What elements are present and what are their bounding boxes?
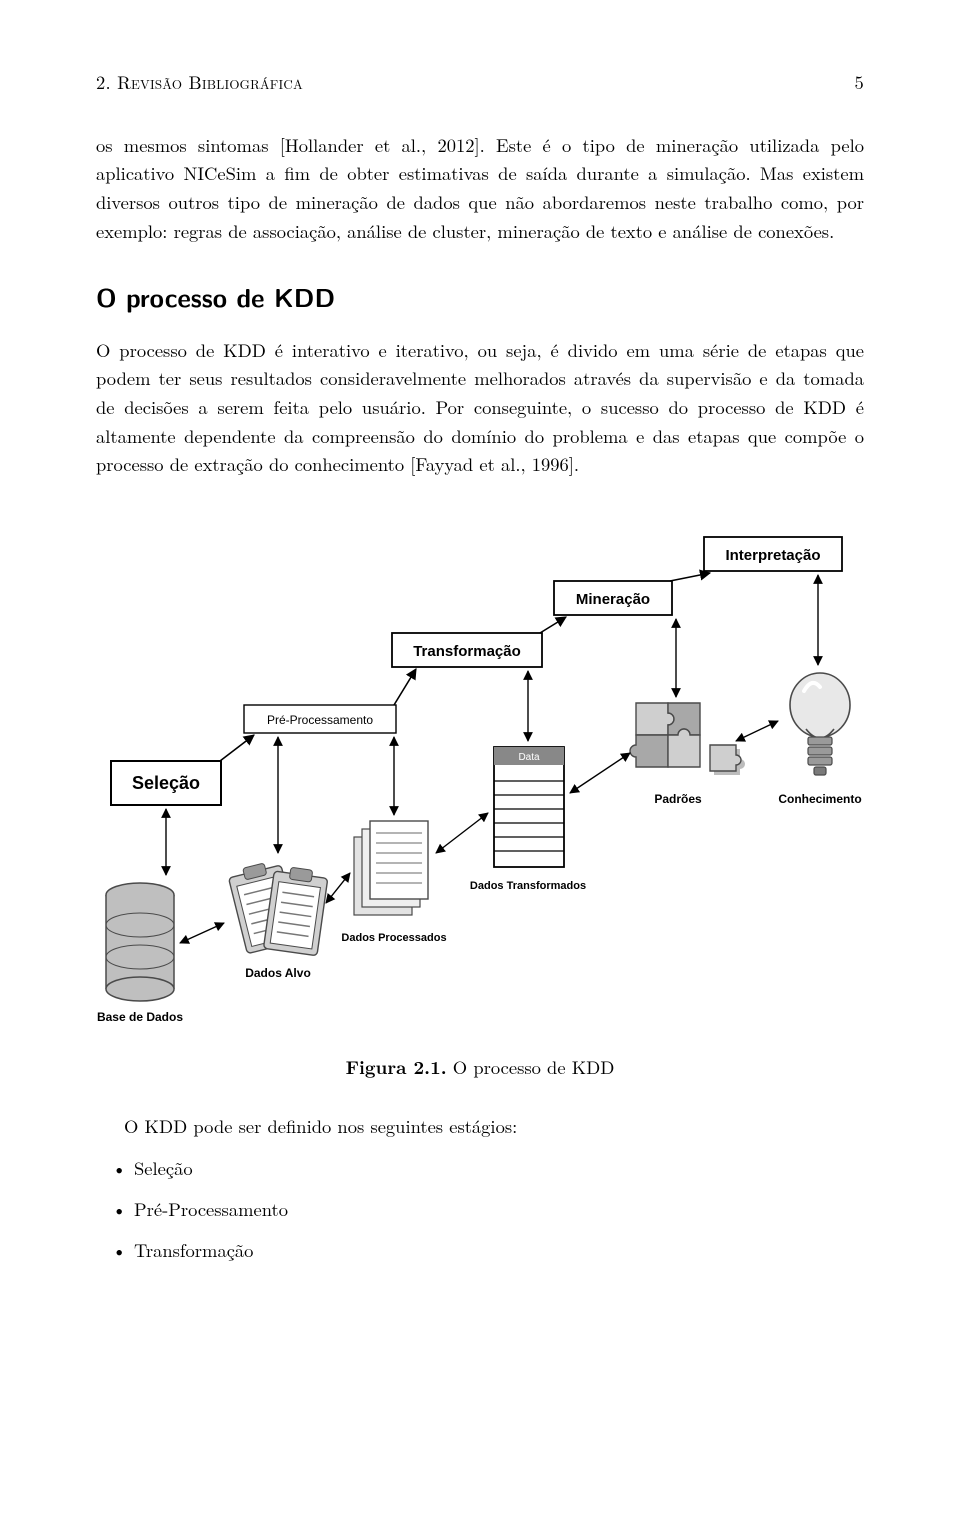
arrow-bidir [180,923,224,943]
arrow-bidir [570,753,630,793]
stages-list: Seleção Pré-Processamento Transformação [112,1154,864,1264]
arrow-bidir [736,721,778,741]
stage-box-mineracao: Mineração [554,581,672,615]
artifact-padroes-icon: Padrões [630,703,745,806]
paragraph-intro: os mesmos sintomas [Hollander et al., 20… [96,131,864,246]
artifact-dados-processados-icon: Dados Processados [341,821,446,944]
arrow-forward [540,617,566,633]
stage-box-transformacao: Transformação [392,633,542,667]
artifact-conhecimento-icon: Conhecimento [778,673,861,806]
figure-caption-label: Figura 2.1. [346,1054,447,1080]
artifact-label: Dados Processados [341,932,446,944]
artifact-label: Dados Alvo [245,966,311,980]
paragraph-kdd: O processo de KDD é interativo e iterati… [96,336,864,479]
artifact-database-icon: Base de Dados [97,883,183,1024]
stage-box-selecao: Seleção [111,761,221,805]
figure-caption-text: O processo de KDD [447,1054,615,1080]
arrow-forward [670,573,710,581]
arrow-forward [394,669,416,705]
arrow-bidir [326,873,350,903]
figure-kdd-process: Seleção Pré-Processamento Transformação … [96,503,864,1082]
running-header: 2. Revisão Bibliográfica 5 [96,68,864,97]
paragraph-stages-intro: O KDD pode ser definido nos seguintes es… [96,1112,864,1141]
artifact-label: Padrões [654,792,702,806]
stage-label: Mineração [576,591,650,608]
stage-box-interpretacao: Interpretação [704,537,842,571]
arrow-bidir [436,813,488,853]
stage-label: Pré-Processamento [267,713,373,727]
arrow-forward [220,735,254,761]
kdd-diagram: Seleção Pré-Processamento Transformação … [96,503,866,1033]
stage-box-preproc: Pré-Processamento [244,705,396,733]
artifact-label: Dados Transformados [470,880,586,892]
artifact-label: Base de Dados [97,1010,183,1024]
artifact-label: Conhecimento [778,792,861,806]
stage-label: Interpretação [725,547,820,564]
list-item: Pré-Processamento [112,1195,864,1224]
figure-caption: Figura 2.1. O processo de KDD [96,1053,864,1082]
artifact-dados-transformados-icon: Data Dados Transformados [470,747,586,892]
stage-label: Seleção [132,773,200,793]
artifact-dados-alvo-icon: Dados Alvo [227,859,329,980]
list-item: Transformação [112,1236,864,1265]
page-number: 5 [855,68,864,97]
list-item: Seleção [112,1154,864,1183]
chapter-title: 2. Revisão Bibliográfica [96,68,303,97]
stage-label: Transformação [413,643,521,660]
artifact-inner-label: Data [518,752,540,763]
section-heading-kdd: O processo de KDD [96,277,864,317]
